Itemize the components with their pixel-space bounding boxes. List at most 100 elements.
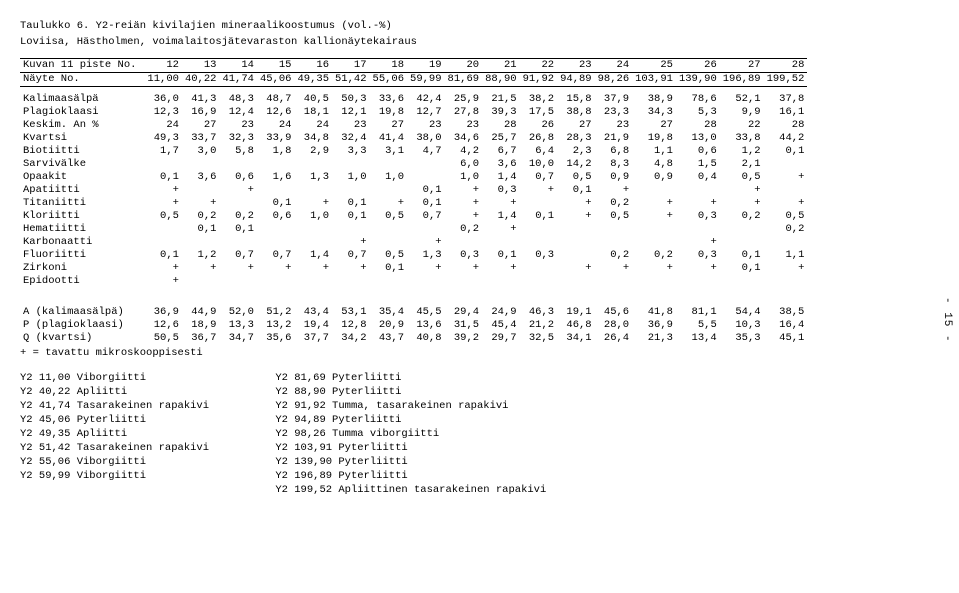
value-cell: + (764, 197, 808, 210)
value-cell: 27 (182, 119, 220, 132)
value-cell: 43,4 (294, 306, 332, 319)
value-cell (294, 275, 332, 288)
value-cell (219, 275, 257, 288)
value-cell: 38,2 (520, 93, 558, 106)
table-row: Q (kvartsi)50,536,734,735,637,734,243,74… (20, 332, 807, 345)
value-cell (520, 275, 558, 288)
value-cell (257, 275, 295, 288)
value-cell: + (294, 262, 332, 275)
header-row-piste: Kuvan 11 piste No. 12 13 14 15 16 17 18 … (20, 59, 807, 73)
mineral-name: Hematiitti (20, 223, 144, 236)
value-cell: 49,3 (144, 132, 182, 145)
summary-name: A (kalimaasälpä) (20, 306, 144, 319)
mineral-name: Kalimaasälpä (20, 93, 144, 106)
value-cell: 40,8 (407, 332, 445, 345)
mineral-name: Zirkoni (20, 262, 144, 275)
value-cell: 0,7 (219, 249, 257, 262)
value-cell (445, 275, 483, 288)
value-cell: 0,1 (144, 249, 182, 262)
value-cell (332, 223, 370, 236)
value-cell (676, 223, 720, 236)
value-cell: 0,1 (482, 249, 520, 262)
value-cell: 25,7 (482, 132, 520, 145)
value-cell (632, 236, 676, 249)
value-cell: 12,4 (219, 106, 257, 119)
value-cell (294, 223, 332, 236)
value-cell: 1,3 (294, 171, 332, 184)
value-cell: 1,4 (294, 249, 332, 262)
value-cell: 35,4 (370, 306, 408, 319)
value-cell: 37,8 (764, 93, 808, 106)
value-cell: 0,2 (595, 249, 633, 262)
value-cell: 23,3 (595, 106, 633, 119)
value-cell: + (219, 262, 257, 275)
value-cell: + (294, 197, 332, 210)
value-cell: 28,3 (557, 132, 595, 145)
value-cell (257, 184, 295, 197)
value-cell: 46,3 (520, 306, 558, 319)
value-cell: 24 (294, 119, 332, 132)
value-cell (182, 184, 220, 197)
table-row: Apatiitti++0,1+0,3+0,1++ (20, 184, 807, 197)
value-cell: 5,5 (676, 319, 720, 332)
value-cell: 33,9 (257, 132, 295, 145)
value-cell (257, 223, 295, 236)
value-cell: 34,3 (632, 106, 676, 119)
value-cell: 1,1 (632, 145, 676, 158)
value-cell: 0,1 (182, 223, 220, 236)
value-cell: 4,7 (407, 145, 445, 158)
legend-line: Y2 40,22 Apliitti (20, 385, 209, 399)
summary-name: Q (kvartsi) (20, 332, 144, 345)
value-cell: 0,5 (370, 210, 408, 223)
value-cell: + (676, 262, 720, 275)
legend-line: Y2 11,00 Viborgiitti (20, 371, 209, 385)
page-number: - 15 - (941, 297, 953, 343)
value-cell: 0,2 (595, 197, 633, 210)
value-cell (182, 275, 220, 288)
value-cell: 52,0 (219, 306, 257, 319)
value-cell (332, 275, 370, 288)
mineral-name: Epidootti (20, 275, 144, 288)
value-cell: 21,3 (632, 332, 676, 345)
value-cell: 45,4 (482, 319, 520, 332)
value-cell: 13,0 (676, 132, 720, 145)
value-cell: 34,6 (445, 132, 483, 145)
value-cell: 13,2 (257, 319, 295, 332)
value-cell: 1,0 (332, 171, 370, 184)
value-cell: 6,7 (482, 145, 520, 158)
value-cell: 1,7 (144, 145, 182, 158)
value-cell: 33,7 (182, 132, 220, 145)
value-cell: 0,2 (720, 210, 764, 223)
value-cell: 4,8 (632, 158, 676, 171)
value-cell: + (720, 197, 764, 210)
value-cell: 0,1 (407, 197, 445, 210)
value-cell: 31,5 (445, 319, 483, 332)
value-cell: 14,2 (557, 158, 595, 171)
value-cell (482, 275, 520, 288)
value-cell (407, 171, 445, 184)
value-cell: 1,6 (257, 171, 295, 184)
value-cell: + (144, 275, 182, 288)
value-cell: 0,1 (332, 197, 370, 210)
value-cell: 23 (407, 119, 445, 132)
value-cell (257, 158, 295, 171)
value-cell: 21,9 (595, 132, 633, 145)
value-cell (557, 236, 595, 249)
legend-line: Y2 49,35 Apliitti (20, 427, 209, 441)
table-row: A (kalimaasälpä)36,944,952,051,243,453,1… (20, 306, 807, 319)
table-title: Taulukko 6. Y2-reiän kivilajien mineraal… (20, 20, 939, 32)
value-cell: 16,9 (182, 106, 220, 119)
legend-line: Y2 41,74 Tasarakeinen rapakivi (20, 399, 209, 413)
value-cell: 33,8 (720, 132, 764, 145)
value-cell: + (595, 184, 633, 197)
value-cell: 41,4 (370, 132, 408, 145)
value-cell: 45,6 (595, 306, 633, 319)
value-cell: 19,8 (632, 132, 676, 145)
value-cell (144, 158, 182, 171)
value-cell: 19,4 (294, 319, 332, 332)
value-cell: 32,4 (332, 132, 370, 145)
value-cell: 13,3 (219, 319, 257, 332)
value-cell: 0,1 (144, 171, 182, 184)
value-cell: + (632, 210, 676, 223)
value-cell: 0,1 (257, 197, 295, 210)
